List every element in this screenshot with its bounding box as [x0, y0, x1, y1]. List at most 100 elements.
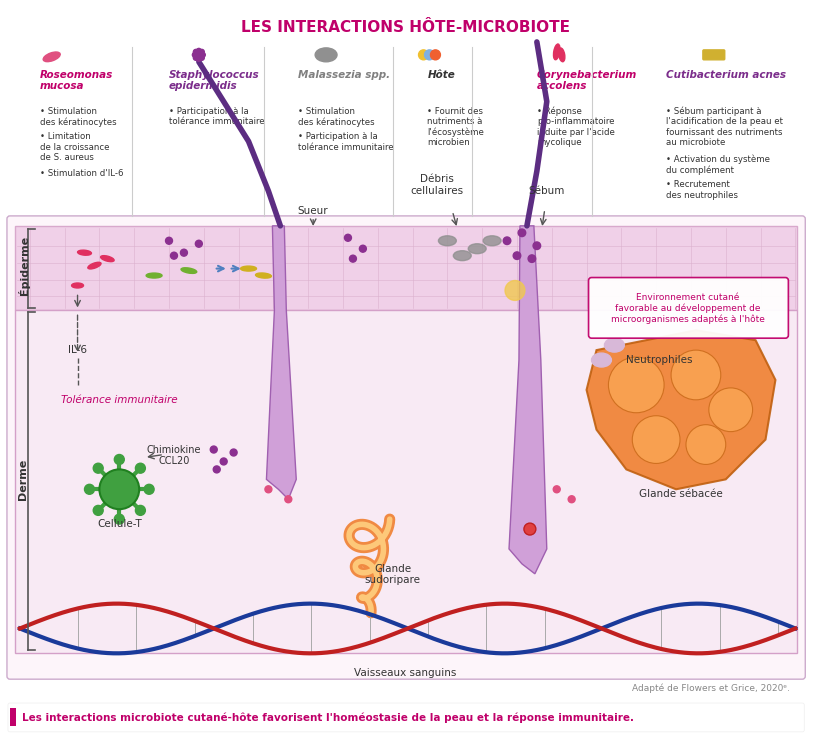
Circle shape — [181, 249, 187, 256]
Circle shape — [166, 237, 172, 244]
Ellipse shape — [468, 244, 486, 253]
Bar — [10, 708, 16, 726]
Circle shape — [513, 252, 520, 259]
Text: • Fournit des
nutriments à
l'écosystème
microbien: • Fournit des nutriments à l'écosystème … — [427, 106, 484, 147]
Text: Glande
sudoripare: Glande sudoripare — [364, 564, 421, 585]
Polygon shape — [266, 226, 297, 500]
Circle shape — [553, 486, 560, 493]
Text: Malassezia spp.: Malassezia spp. — [298, 69, 391, 80]
Circle shape — [200, 52, 205, 58]
Text: Vaisseaux sanguins: Vaisseaux sanguins — [355, 668, 457, 678]
Circle shape — [210, 446, 217, 453]
Text: Glande sébacée: Glande sébacée — [639, 489, 723, 500]
Circle shape — [114, 454, 124, 464]
Ellipse shape — [315, 48, 337, 62]
Text: Roseomonas
mucosa: Roseomonas mucosa — [40, 69, 113, 92]
Circle shape — [171, 252, 177, 259]
Text: IL-6: IL-6 — [68, 345, 87, 355]
Text: • Activation du système
du complément: • Activation du système du complément — [666, 154, 770, 174]
Text: Sueur: Sueur — [298, 206, 328, 216]
Ellipse shape — [553, 44, 560, 60]
Circle shape — [114, 514, 124, 524]
Text: Staphylococcus
epidermidis: Staphylococcus epidermidis — [169, 69, 260, 92]
Ellipse shape — [88, 262, 101, 269]
Circle shape — [431, 50, 440, 60]
Circle shape — [213, 466, 221, 473]
Text: • Sébum participant à
l'acidification de la peau et
fournissant des nutriments
a: • Sébum participant à l'acidification de… — [666, 106, 783, 147]
Text: • Réponse
pro-inflammatoire
induite par l'acide
mycolique: • Réponse pro-inflammatoire induite par … — [537, 106, 614, 147]
Ellipse shape — [256, 273, 271, 278]
Polygon shape — [509, 226, 547, 573]
Circle shape — [196, 52, 201, 58]
Text: • Stimulation
des kératinocytes: • Stimulation des kératinocytes — [298, 106, 375, 126]
Circle shape — [503, 237, 511, 245]
Ellipse shape — [72, 283, 83, 288]
Text: • Recrutement
des neutrophiles: • Recrutement des neutrophiles — [666, 180, 738, 200]
Circle shape — [425, 50, 435, 60]
Text: Adapté de Flowers et Grice, 2020ᵉ.: Adapté de Flowers et Grice, 2020ᵉ. — [632, 684, 790, 693]
FancyBboxPatch shape — [703, 50, 725, 60]
Text: • Stimulation d'IL-6: • Stimulation d'IL-6 — [40, 169, 123, 178]
Text: • Limitation
de la croissance
de S. aureus: • Limitation de la croissance de S. aure… — [40, 132, 109, 162]
Circle shape — [345, 234, 351, 241]
Circle shape — [505, 281, 525, 301]
Circle shape — [265, 486, 272, 493]
Text: Les interactions microbiote cutané-hôte favorisent l'homéostasie de la peau et l: Les interactions microbiote cutané-hôte … — [22, 712, 634, 723]
Text: Cellule-T: Cellule-T — [97, 519, 141, 529]
Polygon shape — [15, 310, 797, 653]
Ellipse shape — [439, 236, 457, 246]
Circle shape — [632, 416, 680, 463]
Circle shape — [568, 496, 575, 503]
Circle shape — [524, 523, 536, 535]
Circle shape — [196, 48, 201, 53]
Ellipse shape — [43, 52, 60, 61]
Circle shape — [199, 55, 204, 61]
Text: Débris
cellulaires: Débris cellulaires — [411, 174, 464, 196]
Ellipse shape — [181, 268, 197, 273]
Circle shape — [136, 505, 145, 515]
Circle shape — [199, 50, 204, 55]
FancyBboxPatch shape — [8, 703, 804, 732]
Text: Hôte: Hôte — [427, 69, 455, 80]
Circle shape — [195, 240, 203, 248]
Circle shape — [709, 388, 752, 432]
Circle shape — [686, 425, 725, 464]
Ellipse shape — [592, 353, 611, 367]
Circle shape — [136, 463, 145, 473]
Circle shape — [100, 469, 139, 509]
Circle shape — [196, 56, 201, 61]
FancyBboxPatch shape — [588, 278, 788, 338]
Ellipse shape — [605, 338, 624, 352]
Ellipse shape — [559, 48, 565, 62]
Circle shape — [359, 245, 366, 252]
Text: Tolérance immunitaire: Tolérance immunitaire — [61, 395, 177, 405]
Ellipse shape — [100, 256, 114, 262]
Circle shape — [230, 449, 237, 456]
Text: LES INTERACTIONS HÔTE-MICROBIOTE: LES INTERACTIONS HÔTE-MICROBIOTE — [241, 20, 570, 35]
Ellipse shape — [453, 251, 471, 261]
Circle shape — [221, 458, 227, 465]
Circle shape — [418, 50, 428, 60]
Text: • Stimulation
des kératinocytes: • Stimulation des kératinocytes — [40, 106, 116, 126]
Ellipse shape — [78, 250, 92, 255]
Circle shape — [285, 496, 292, 503]
Circle shape — [93, 505, 103, 515]
Polygon shape — [587, 330, 775, 489]
Text: Cutibacterium acnes: Cutibacterium acnes — [666, 69, 786, 80]
Circle shape — [144, 484, 154, 494]
Ellipse shape — [240, 266, 257, 271]
Text: Derme: Derme — [18, 459, 28, 500]
Circle shape — [350, 255, 356, 262]
Polygon shape — [15, 226, 797, 310]
Circle shape — [528, 255, 536, 262]
Ellipse shape — [483, 236, 501, 246]
Circle shape — [84, 484, 95, 494]
Text: • Participation à la
tolérance immunitaire: • Participation à la tolérance immunitai… — [298, 132, 394, 151]
Circle shape — [533, 242, 541, 250]
Circle shape — [93, 463, 103, 473]
FancyBboxPatch shape — [7, 216, 806, 679]
Circle shape — [192, 52, 198, 58]
Circle shape — [609, 357, 664, 413]
Circle shape — [194, 55, 199, 61]
Text: • Participation à la
tolérance immunitaire: • Participation à la tolérance immunitai… — [169, 106, 265, 126]
